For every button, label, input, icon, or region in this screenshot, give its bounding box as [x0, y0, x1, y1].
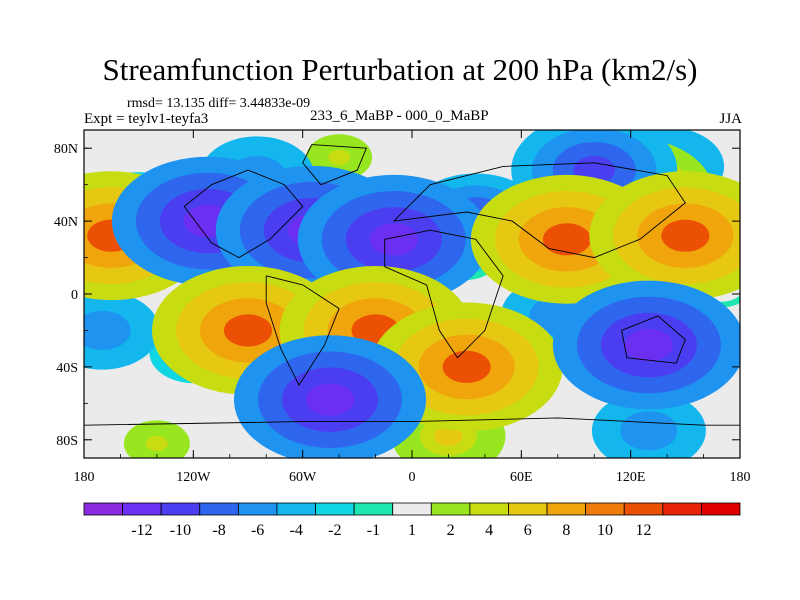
colorbar-swatch: [237, 502, 278, 516]
colorbar-label: 12: [636, 522, 652, 539]
anomaly-contour: [661, 219, 710, 252]
x-tick-label: 120W: [176, 470, 211, 485]
colorbar-label: 8: [562, 522, 570, 539]
colorbar-swatch: [199, 502, 239, 516]
colorbar-swatch: [315, 502, 355, 516]
x-tick-label: 180: [74, 470, 95, 485]
colorbar-label: -2: [328, 522, 341, 539]
coastline: [183, 169, 304, 259]
y-axis: 80N 40N 0 40S 80S: [54, 142, 740, 449]
colorbar-swatch: [662, 502, 702, 516]
anomaly-contour: [542, 223, 591, 256]
continent-outlines: [84, 144, 740, 426]
coastline: [621, 315, 686, 364]
colorbar-swatch: [392, 502, 432, 516]
chart-title: Streamfunction Perturbation at 200 hPa (…: [102, 52, 698, 87]
colorbar-label: -6: [251, 522, 264, 539]
colorbar-swatch: [353, 502, 394, 516]
colorbar-label: -1: [367, 522, 380, 539]
comparison-label: 233_6_MaBP - 000_0_MaBP: [310, 108, 489, 124]
colorbar-swatch: [546, 502, 587, 516]
x-tick-label: 120E: [616, 470, 646, 485]
anomaly-contour: [224, 314, 272, 347]
colorbar-swatch: [122, 502, 162, 516]
experiment-label: Expt = teylv1-teyfa3: [84, 111, 209, 127]
colorbar-label: 4: [485, 522, 493, 539]
anomaly-contour: [328, 149, 351, 166]
anomaly-contour: [442, 350, 491, 383]
y-tick-label: 40N: [54, 215, 78, 230]
colorbar-swatch: [623, 502, 664, 516]
anomaly-contour: [145, 435, 168, 452]
colorbar-label: -12: [131, 522, 152, 539]
colorbar-swatch: [469, 502, 509, 516]
anomaly-contour: [624, 328, 673, 362]
x-tick-label: 60E: [510, 470, 533, 485]
colorbar: -12 -10 -8 -6 -4 -2 -1 1 2 4 6 8 10 12: [83, 502, 741, 539]
coastline: [302, 144, 368, 186]
y-tick-label: 0: [71, 288, 78, 303]
colorbar-swatch: [701, 502, 741, 516]
x-tick-label: 180: [730, 470, 751, 485]
anomaly-contour: [634, 420, 664, 441]
y-tick-label: 80S: [56, 434, 78, 449]
anomaly-contour: [434, 426, 463, 446]
colorbar-swatch: [276, 502, 316, 516]
colorbar-label: -8: [212, 522, 225, 539]
season-label: JJA: [719, 111, 742, 127]
y-tick-label: 80N: [54, 142, 78, 157]
coastline: [265, 275, 340, 387]
colorbar-label: -10: [170, 522, 191, 539]
colorbar-swatch: [430, 502, 471, 516]
anomaly-contour: [306, 383, 354, 416]
stats-text: rmsd= 13.135 diff= 3.44833e-09: [127, 96, 311, 111]
x-tick-label: 60W: [289, 470, 317, 485]
colorbar-swatch: [585, 502, 625, 516]
x-tick-label: 0: [409, 470, 416, 485]
coastline: [84, 417, 740, 426]
anomaly-contour: [369, 223, 418, 256]
y-tick-label: 40S: [56, 361, 78, 376]
colorbar-label: -4: [290, 522, 303, 539]
colorbar-label: 10: [597, 522, 613, 539]
anomaly-contour: [87, 320, 117, 341]
coastline: [384, 229, 504, 359]
colorbar-label: 6: [524, 522, 532, 539]
coastline: [393, 162, 686, 259]
colorbar-label: 1: [408, 522, 416, 539]
colorbar-swatch: [83, 502, 123, 516]
colorbar-swatch: [508, 502, 548, 516]
colorbar-swatch: [160, 502, 201, 516]
anomaly-blobs: [84, 130, 740, 458]
x-axis: 180 120W 60W 0 60E 120E 180: [74, 130, 751, 485]
contour-field: [84, 130, 740, 458]
colorbar-label: 2: [447, 522, 455, 539]
